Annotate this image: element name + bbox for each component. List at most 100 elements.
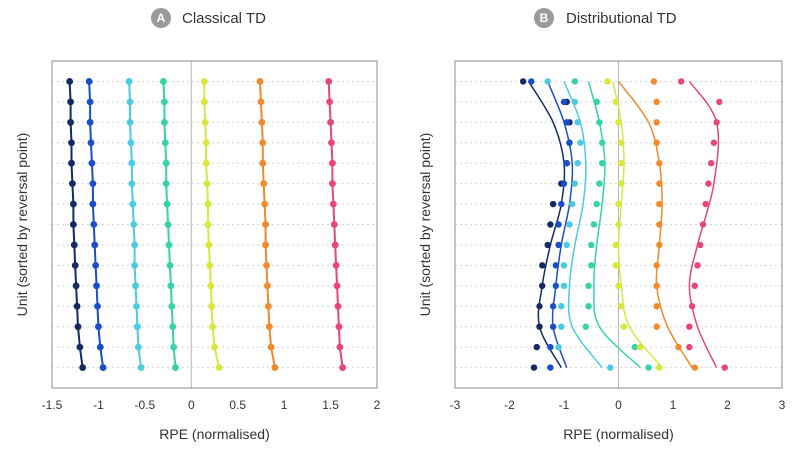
data-point	[160, 118, 168, 126]
data-point	[95, 323, 102, 331]
x-tick-label: 2	[374, 398, 381, 412]
data-point	[264, 302, 272, 310]
panel-a-title: Classical TD	[182, 10, 266, 27]
data-point	[677, 78, 685, 85]
data-point	[653, 139, 660, 146]
data-point	[129, 200, 137, 208]
data-point	[558, 303, 565, 310]
data-point	[549, 303, 557, 310]
data-point	[330, 221, 338, 228]
data-point	[167, 282, 175, 290]
series-5	[604, 78, 663, 371]
data-point	[691, 364, 698, 371]
data-point	[87, 139, 95, 147]
panel-a-header: A Classical TD	[151, 8, 266, 28]
data-point	[88, 159, 96, 167]
panel-b-badge-label: B	[540, 11, 549, 25]
data-point	[128, 159, 136, 167]
data-point	[656, 241, 663, 249]
data-point	[131, 261, 139, 269]
data-point	[615, 200, 622, 208]
data-point	[536, 303, 543, 310]
data-point	[604, 78, 611, 85]
data-point	[267, 343, 275, 351]
series-4	[160, 78, 179, 371]
data-point	[571, 180, 579, 187]
data-point	[137, 364, 145, 371]
data-point	[645, 364, 652, 371]
data-point	[656, 159, 663, 167]
panel-a-badge	[151, 8, 171, 28]
x-tick-label: -1.5	[42, 398, 63, 412]
panel-b-y-axis-label: Unit (sorted by reversal point)	[417, 133, 433, 317]
data-point	[339, 364, 347, 371]
data-point	[271, 364, 279, 371]
panel-a-x-axis-label: RPE (normalised)	[159, 426, 269, 442]
data-point	[585, 303, 592, 310]
data-point	[69, 180, 76, 188]
data-point	[691, 282, 698, 290]
panel-b-x-axis-label: RPE (normalised)	[563, 426, 673, 442]
data-point	[519, 78, 527, 85]
panel-b-badge	[534, 8, 554, 28]
data-point	[560, 98, 568, 106]
data-point	[713, 119, 720, 126]
data-point	[215, 364, 223, 371]
data-point	[598, 159, 606, 167]
x-tick-label: 1	[670, 398, 677, 412]
data-point	[93, 282, 100, 290]
data-point	[162, 159, 170, 167]
data-point	[656, 200, 663, 208]
data-point	[70, 241, 78, 249]
data-point	[536, 323, 543, 330]
data-point	[574, 159, 581, 167]
data-point	[620, 323, 628, 330]
x-tick-label: 1.5	[322, 398, 339, 412]
data-point	[69, 221, 77, 228]
x-tick-label: -1	[559, 398, 570, 412]
panel-b-frame	[454, 60, 783, 389]
data-point	[170, 343, 178, 351]
data-point	[588, 241, 595, 249]
data-point	[257, 98, 265, 106]
data-point	[615, 119, 622, 126]
series-7	[325, 78, 347, 371]
data-point	[530, 364, 538, 371]
panel-b-x-ticks: -3 -2 -1 0 1 2 3	[450, 398, 786, 412]
data-point	[560, 180, 568, 187]
data-point	[566, 221, 573, 228]
data-point	[328, 139, 335, 147]
data-point	[333, 282, 341, 290]
data-point	[552, 262, 560, 269]
data-point	[710, 139, 718, 146]
series-7	[677, 78, 728, 371]
data-point	[134, 343, 142, 351]
data-point	[563, 159, 570, 167]
panel-b-marks	[519, 78, 728, 371]
data-point	[331, 241, 339, 249]
data-point	[653, 303, 660, 310]
panel-a-x-ticks: -1.5 -1 -0.5 0 0.5 1 1.5 2	[42, 398, 381, 412]
data-point	[618, 139, 625, 146]
data-point	[261, 200, 269, 208]
series-2	[85, 78, 107, 371]
x-tick-label: 0	[615, 398, 622, 412]
data-point	[590, 221, 598, 228]
data-point	[132, 282, 139, 290]
data-point	[618, 303, 625, 310]
data-point	[201, 118, 209, 126]
data-point	[259, 139, 267, 147]
fit-curve	[587, 81, 641, 369]
data-point	[134, 323, 141, 331]
data-point	[631, 343, 639, 351]
data-point	[264, 282, 271, 290]
data-point	[612, 241, 619, 249]
data-point	[259, 159, 267, 167]
data-point	[686, 323, 693, 330]
data-point	[598, 139, 606, 146]
data-point	[618, 180, 625, 187]
panel-a-marks	[66, 78, 347, 371]
data-point	[67, 118, 74, 126]
data-point	[612, 98, 619, 106]
series-3	[544, 78, 614, 371]
